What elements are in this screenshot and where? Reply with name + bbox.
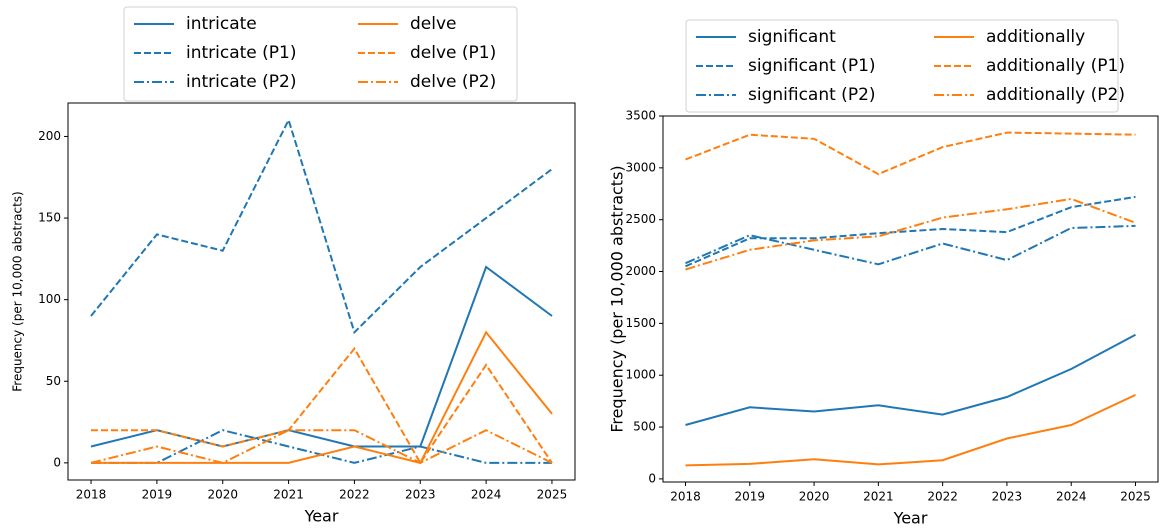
- chart: 2018 2019 2020 2021 2022 2023 2024 2025 0 500 1000…: [608, 19, 1159, 528]
- y-tick-label: 50: [46, 374, 61, 388]
- data-line: [685, 195, 1136, 268]
- legend-label: significant: [748, 27, 836, 47]
- data-line: [685, 333, 1136, 426]
- data-line: [90, 117, 553, 335]
- x-axis-label: Year: [893, 509, 928, 528]
- legend-label: delve (P1): [410, 43, 496, 63]
- x-tick-label: 2024: [1056, 490, 1087, 504]
- legend-frame: [685, 19, 1119, 113]
- legend-label: additionally (P2): [986, 85, 1125, 105]
- data-line: [90, 429, 553, 465]
- data-line: [91, 346, 553, 465]
- chart: 2018 2019 2020 2021 2022 2023 2024 2025 0 50 100 15…: [11, 6, 576, 526]
- y-tick-label: 0: [648, 471, 656, 485]
- x-axis-label: Year: [304, 507, 339, 526]
- data-line: [685, 131, 1136, 176]
- x-tick-label: 2020: [799, 490, 830, 504]
- x-tick-label: 2021: [273, 488, 304, 502]
- x-tick-label: 2023: [992, 490, 1023, 504]
- legend-label: intricate (P1): [186, 43, 297, 63]
- y-tick-label: 200: [38, 129, 61, 143]
- x-tick-label: 2021: [863, 490, 894, 504]
- x-tick-label: 2023: [405, 488, 436, 502]
- legend-label: significant (P1): [748, 56, 876, 76]
- y-tick-label: 3000: [625, 160, 656, 174]
- x-tick-label: 2025: [1120, 490, 1151, 504]
- legend-frame: [123, 6, 518, 102]
- data-line: [685, 224, 1136, 266]
- y-tick-label: 1000: [625, 368, 656, 382]
- x-tick-label: 2019: [735, 490, 766, 504]
- y-tick-label: 150: [38, 211, 61, 225]
- data-line: [91, 330, 553, 465]
- y-tick-label: 2000: [625, 264, 656, 278]
- legend-label: delve: [410, 14, 457, 34]
- x-tick-label: 2018: [670, 490, 701, 504]
- y-tick-label: 0: [53, 455, 61, 469]
- legend-label: additionally: [986, 27, 1085, 47]
- data-line: [685, 393, 1136, 467]
- y-tick-label: 3500: [625, 109, 656, 123]
- x-tick-label: 2019: [142, 488, 173, 502]
- x-tick-label: 2024: [471, 488, 502, 502]
- x-tick-label: 2022: [339, 488, 370, 502]
- x-tick-label: 2018: [76, 488, 107, 502]
- data-line: [91, 429, 552, 464]
- x-tick-label: 2025: [537, 488, 568, 502]
- data-line: [685, 197, 1136, 271]
- x-tick-label: 2020: [207, 488, 238, 502]
- y-tick-label: 2500: [625, 212, 656, 226]
- y-tick-label: 1500: [625, 316, 656, 330]
- legend-label: significant (P2): [748, 85, 876, 105]
- legend-label: intricate (P2): [186, 72, 297, 92]
- plot-frame: [67, 102, 576, 481]
- y-axis-label: Frequency (per 10,000 abstracts): [608, 165, 627, 432]
- data-line: [90, 265, 553, 448]
- y-tick-label: 500: [633, 420, 656, 434]
- x-tick-label: 2022: [927, 490, 958, 504]
- y-tick-label: 100: [38, 292, 61, 306]
- legend-label: additionally (P1): [986, 56, 1125, 76]
- plot-frame: [662, 115, 1159, 483]
- legend-label: intricate: [186, 14, 257, 34]
- legend-label: delve (P2): [410, 72, 496, 92]
- y-axis-label: Frequency (per 10,000 abstracts): [11, 191, 25, 392]
